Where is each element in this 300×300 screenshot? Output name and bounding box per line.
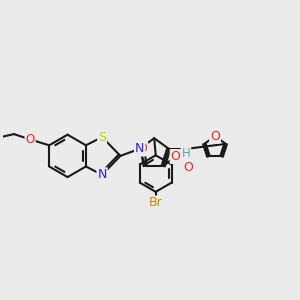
Text: N: N — [135, 142, 144, 155]
Text: O: O — [26, 133, 35, 146]
Text: O: O — [210, 130, 220, 142]
Text: O: O — [137, 142, 147, 155]
Text: N: N — [98, 168, 107, 181]
Text: S: S — [98, 130, 106, 143]
Text: O: O — [184, 161, 194, 174]
Text: H: H — [182, 147, 190, 160]
Text: Br: Br — [149, 196, 163, 209]
Text: O: O — [171, 150, 181, 163]
